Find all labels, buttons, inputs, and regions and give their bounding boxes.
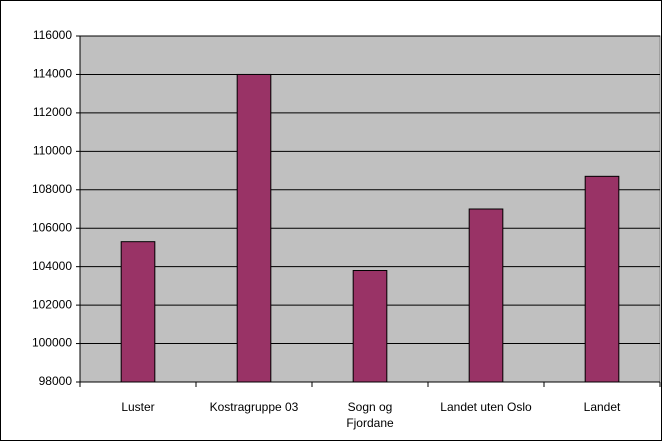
- y-tick-label: 108000: [32, 182, 72, 196]
- y-tick-label: 114000: [33, 67, 72, 81]
- bar: [468, 208, 504, 383]
- y-tick-label: 100000: [32, 336, 72, 350]
- y-tick-label: 116000: [33, 28, 72, 42]
- bar: [120, 241, 156, 383]
- y-tick-label: 110000: [33, 144, 72, 158]
- x-tick-label: Kostragruppe 03: [209, 400, 299, 414]
- y-tick-label: 112000: [33, 105, 72, 119]
- x-tick-label: Landet: [583, 400, 621, 414]
- x-tick-label: Landet uten Oslo: [440, 400, 532, 414]
- y-tick-label: 98000: [39, 374, 73, 388]
- y-tick-label: 104000: [32, 259, 72, 273]
- bar: [584, 175, 620, 383]
- bar: [352, 270, 388, 383]
- bar: [236, 73, 272, 383]
- y-tick-label: 102000: [32, 297, 72, 311]
- y-tick-label: 106000: [32, 220, 72, 234]
- x-tick-label: Sogn og Fjordane: [346, 400, 394, 430]
- x-tick-label: Luster: [121, 400, 155, 414]
